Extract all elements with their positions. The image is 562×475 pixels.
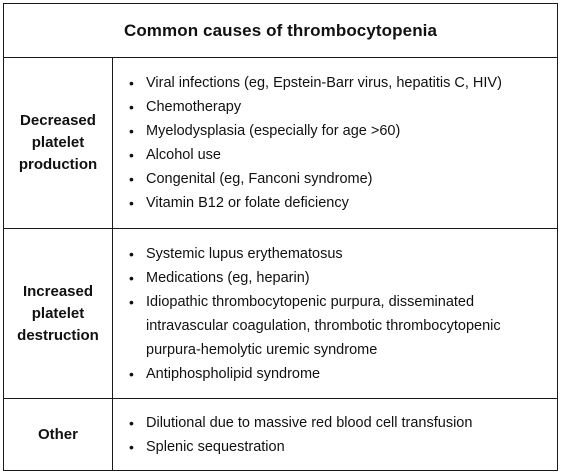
causes-cell: • Viral infections (eg, Epstein-Barr viru… [113,58,557,228]
list-item-text: Antiphospholipid syndrome [146,365,321,382]
bullet-icon: • [129,195,134,211]
list-item-text: Congenital (eg, Fanconi syndrome) [146,171,373,187]
bullet-icon: • [129,171,134,187]
list-item-text: Medications (eg, heparin) [146,269,310,286]
bullet-icon: • [129,147,134,163]
table-header: Common causes of thrombocytopenia [4,4,557,58]
bullet-icon: • [129,123,134,139]
category-cell: Decreased platelet production [4,58,113,228]
category-label: Decreased platelet production [18,112,98,173]
causes-cell: • Dilutional due to massive red blood cel… [113,399,557,470]
table-title: Common causes of thrombocytopenia [123,20,438,40]
causes-list: • Systemic lupus erythematosus • Medicatio… [129,242,549,386]
list-item-text: Vitamin B12 or folate deficiency [146,195,349,211]
list-item: • Idiopathic thrombocytopenic purpura, di… [129,290,549,362]
list-item-text: Systemic lupus erythematosus [146,245,343,262]
list-item: • Antiphospholipid syndrome [129,362,549,386]
list-item-text: Myelodysplasia (especially for age >60) [146,123,401,139]
category-cell: Other [4,399,113,470]
list-item: • Congenital (eg, Fanconi syndrome) [129,167,502,191]
table-row-other: Other • Dilutional due to massive red blo… [4,399,557,470]
list-item-text: Viral infections (eg, Epstein-Barr virus… [146,75,502,91]
list-item: • Medications (eg, heparin) [129,266,549,290]
list-item: • Viral infections (eg, Epstein-Barr viru… [129,71,502,95]
causes-list: • Viral infections (eg, Epstein-Barr viru… [129,71,502,215]
list-item: • Vitamin B12 or folate deficiency [129,191,502,215]
bullet-icon: • [129,293,134,310]
list-item: • Splenic sequestration [129,435,472,459]
list-item-text: Dilutional due to massive red blood cell… [146,414,473,431]
list-item-text: Idiopathic thrombocytopenic purpura, dis… [146,293,501,358]
bullet-icon: • [129,438,134,455]
bullet-icon: • [129,365,134,382]
bullet-icon: • [129,75,134,91]
category-label: Increased platelet destruction [17,282,99,344]
category-cell: Increased platelet destruction [4,229,113,398]
list-item-text: Alcohol use [146,147,221,163]
bullet-icon: • [129,414,134,431]
bullet-icon: • [129,245,134,262]
table-row-increased-destruction: Increased platelet destruction • Systemic… [4,229,557,399]
table-row-decreased-production: Decreased platelet production • Viral inf… [4,58,557,229]
causes-table: Common causes of thrombocytopenia Decrea… [3,3,558,471]
list-item: • Systemic lupus erythematosus [129,242,549,266]
list-item-text: Chemotherapy [146,99,242,115]
list-item: • Chemotherapy [129,95,502,119]
category-label: Other [37,425,78,443]
causes-list: • Dilutional due to massive red blood cel… [129,411,472,459]
list-item-text: Splenic sequestration [146,438,285,455]
causes-cell: • Systemic lupus erythematosus • Medicatio… [113,229,557,398]
bullet-icon: • [129,99,134,115]
bullet-icon: • [129,269,134,286]
list-item: • Myelodysplasia (especially for age >60) [129,119,502,143]
list-item: • Alcohol use [129,143,502,167]
list-item: • Dilutional due to massive red blood cel… [129,411,472,435]
